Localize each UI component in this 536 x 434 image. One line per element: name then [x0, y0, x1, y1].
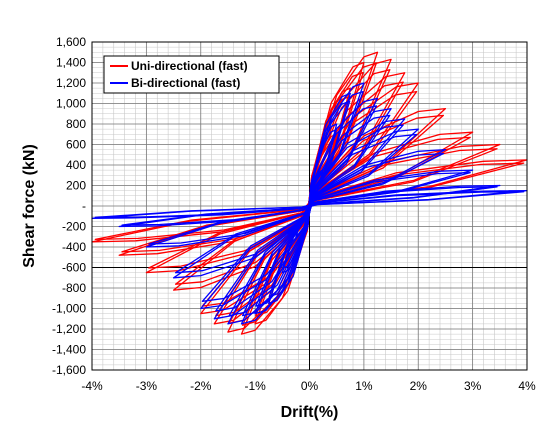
y-tick-label: -1,000 — [52, 302, 86, 316]
y-tick-label: 400 — [66, 158, 86, 172]
x-tick-label: -3% — [136, 379, 158, 393]
legend-label-bi: Bi-directional (fast) — [131, 76, 240, 90]
y-tick-label: 1,600 — [56, 35, 86, 49]
series-bi — [91, 82, 528, 325]
y-tick-label: - — [82, 199, 86, 213]
y-tick-label: 200 — [66, 179, 86, 193]
y-tick-label: -400 — [62, 240, 86, 254]
y-tick-labels: -1,600-1,400-1,200-1,000-800-600-400-200… — [52, 35, 86, 377]
y-tick-label: 1,200 — [56, 76, 86, 90]
x-tick-label: -1% — [244, 379, 266, 393]
x-tick-labels: -4% -3% -2% -1% 0% 1% 2% 3% 4% — [81, 379, 536, 393]
y-tick-label: 800 — [66, 117, 86, 131]
x-tick-label: -4% — [81, 379, 103, 393]
y-tick-label: -1,200 — [52, 322, 86, 336]
y-tick-label: 1,400 — [56, 56, 86, 70]
x-tick-label: -2% — [190, 379, 212, 393]
y-tick-label: -800 — [62, 281, 86, 295]
x-tick-label: 1% — [355, 379, 373, 393]
y-tick-label: 1,000 — [56, 97, 86, 111]
y-tick-label: 600 — [66, 138, 86, 152]
x-tick-label: 4% — [518, 379, 536, 393]
legend: Uni-directional (fast) Bi-directional (f… — [103, 55, 280, 94]
hysteresis-loop — [201, 133, 418, 302]
y-tick-label: -600 — [62, 261, 86, 275]
legend-box — [103, 55, 280, 94]
x-tick-label: 3% — [464, 379, 482, 393]
y-axis-title: Shear force (kN) — [21, 144, 38, 268]
x-axis-title: Drift(%) — [281, 404, 339, 421]
x-tick-label: 2% — [410, 379, 428, 393]
series-layer — [91, 51, 528, 335]
y-tick-label: -1,600 — [52, 363, 86, 377]
y-tick-label: -1,400 — [52, 343, 86, 357]
y-tick-label: -200 — [62, 220, 86, 234]
x-tick-label: 0% — [301, 379, 319, 393]
legend-label-uni: Uni-directional (fast) — [131, 59, 248, 73]
hysteresis-loop — [94, 191, 525, 219]
plot-border — [91, 41, 528, 371]
